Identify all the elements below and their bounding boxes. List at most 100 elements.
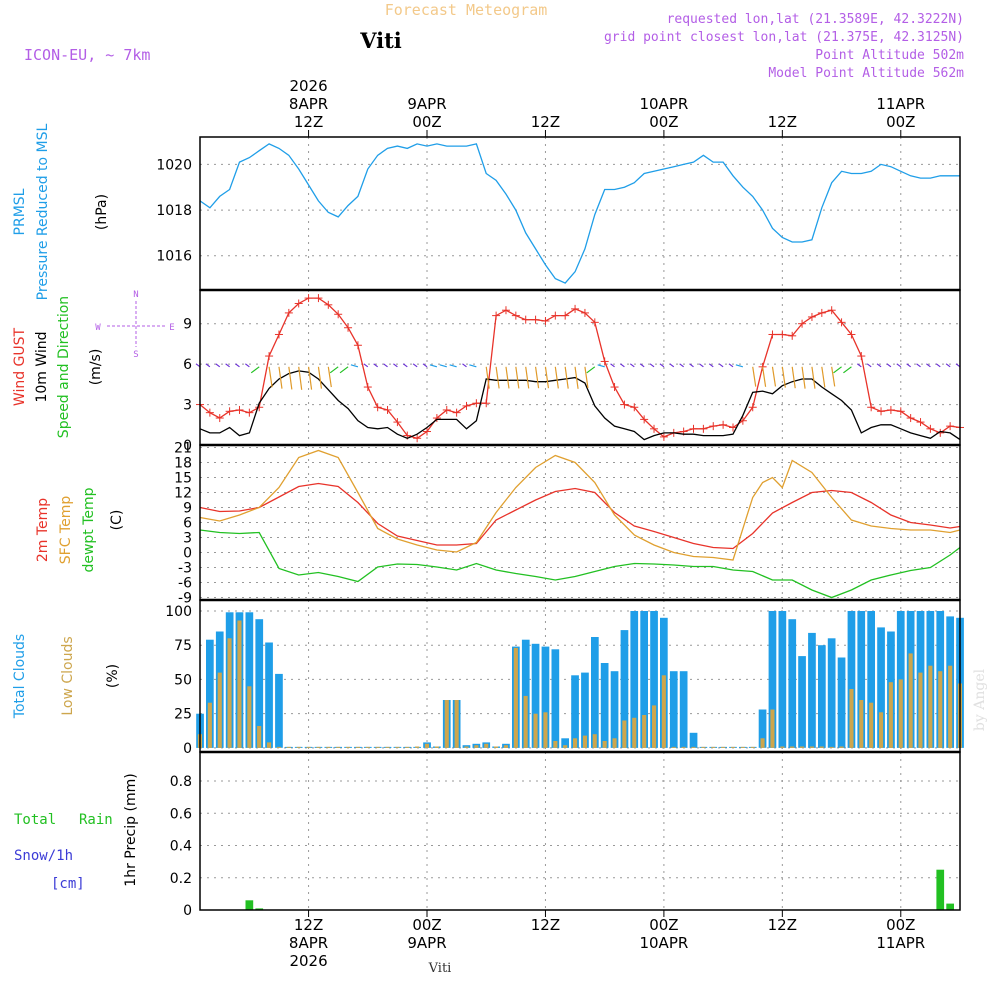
gust-point: [413, 434, 422, 443]
wind-arrow: [896, 363, 902, 368]
location-title: Viti: [359, 28, 402, 53]
cloud-bar: [286, 746, 291, 748]
low-cloud-bar: [918, 672, 923, 748]
cloud-bar: [405, 746, 410, 748]
gust-point: [728, 423, 737, 432]
wind-arrow: [574, 366, 579, 389]
gust-point: [423, 427, 432, 436]
wind-arrow: [620, 363, 625, 368]
temperature-ytick-label: -9: [178, 591, 192, 607]
total-cloud-bar: [531, 643, 540, 748]
top-time-label: 00Z: [649, 113, 678, 131]
cloud-bar: [296, 746, 301, 748]
wind-arrow: [429, 364, 438, 368]
total-cloud-bar: [798, 656, 806, 748]
wind-arrow: [906, 363, 912, 368]
clouds-ytick-label: 50: [174, 672, 192, 688]
gust-point: [324, 300, 333, 309]
wind-arrow: [339, 366, 349, 374]
wind-arrow: [584, 366, 589, 389]
total-cloud-bar: [778, 611, 787, 748]
gust-point: [551, 311, 560, 320]
temperature-2m-temp-line: [199, 482, 961, 550]
gust-point: [659, 432, 668, 441]
point-altitude: Point Altitude 502m: [815, 48, 964, 63]
temperature-sfc-temp-line: [199, 449, 961, 561]
total-cloud-bar: [808, 632, 816, 748]
gust-point: [383, 405, 392, 414]
wind-arrow: [515, 366, 520, 389]
total-cloud-bar: [669, 671, 678, 748]
top-time-label: 2026: [289, 77, 327, 95]
total-cloud-bar: [521, 639, 530, 748]
pressure-panel: 1016 1018 1020: [156, 137, 960, 290]
wind-arrow: [610, 363, 615, 368]
low-cloud-bar: [661, 675, 666, 748]
gust-point: [857, 352, 866, 361]
pressure-reduced-label: Pressure Reduced to MSL: [35, 123, 51, 300]
gust-point: [817, 308, 826, 317]
wind-arrow: [718, 363, 724, 368]
temperature-ytick-label: 9: [183, 501, 192, 517]
top-time-label: 11APR: [876, 95, 925, 113]
total-cloud-bar: [610, 671, 619, 748]
footer-location: Viti: [428, 961, 452, 976]
low-cloud-bar: [503, 745, 508, 748]
gust-point: [946, 422, 955, 431]
gust-point: [906, 414, 915, 423]
total-cloud-bar: [640, 611, 648, 748]
precip-rain-label: Rain: [79, 812, 113, 828]
precip-ytick-label: 0.2: [170, 871, 192, 887]
precip-bar: [946, 903, 954, 910]
low-cloud-bar: [592, 734, 597, 748]
gust-point: [847, 330, 856, 339]
wind-arrow: [945, 363, 951, 368]
gust-point: [640, 415, 649, 424]
wind-arrow: [534, 366, 540, 389]
wind-arrow: [866, 363, 872, 368]
wind-arrow: [728, 363, 734, 368]
cloud-bar: [316, 746, 321, 748]
bottom-time-label: 00Z: [886, 916, 915, 934]
wind-arrow: [307, 366, 313, 390]
wind-ytick-label: 9: [183, 317, 192, 333]
total-cloud-bar: [275, 673, 283, 748]
low-cloud-bar: [237, 620, 242, 748]
wind-arrow: [843, 366, 852, 374]
temp-unit: (C): [109, 510, 125, 531]
bottom-time-label: 10APR: [639, 934, 688, 952]
gust-point: [689, 424, 698, 433]
total-cloud-bar: [581, 672, 589, 748]
wind-arrow: [485, 366, 490, 389]
wind-arrow: [469, 364, 477, 368]
bottom-time-label: 9APR: [407, 934, 446, 952]
gust-point: [274, 330, 283, 339]
wind-arrow: [771, 366, 777, 387]
temperature-panel-labels: 2m Temp SFC Temp dewpt Temp (C): [35, 487, 125, 572]
wind-speed-dir-label: Speed and Direction: [56, 296, 72, 438]
total-clouds-label: Total Clouds: [12, 634, 28, 719]
gust-point: [442, 405, 451, 414]
gust-point: [778, 330, 787, 339]
cloud-bar: [345, 746, 351, 748]
wind-10m-label: 10m Wind: [34, 331, 50, 402]
wind-arrow: [244, 363, 250, 368]
wind-arrow: [916, 363, 921, 368]
low-cloud-bar: [207, 702, 212, 748]
pressure-unit: (hPa): [94, 194, 110, 230]
model-name: ICON-EU, ~ 7km: [24, 46, 150, 64]
wind-arrow: [811, 366, 816, 389]
gust-point: [571, 304, 580, 313]
wind-ytick-label: 0: [183, 438, 192, 454]
gust-point: [699, 424, 708, 433]
gust-point: [600, 357, 609, 366]
low-cloud-bar: [494, 746, 499, 748]
gust-point: [561, 311, 570, 320]
cloud-bar: [681, 746, 686, 748]
low-cloud-bar: [454, 700, 459, 748]
gust-point: [521, 315, 530, 324]
low-cloud-bar: [484, 743, 489, 748]
gust-point: [788, 331, 797, 340]
temperature-ytick-label: -6: [178, 576, 192, 592]
